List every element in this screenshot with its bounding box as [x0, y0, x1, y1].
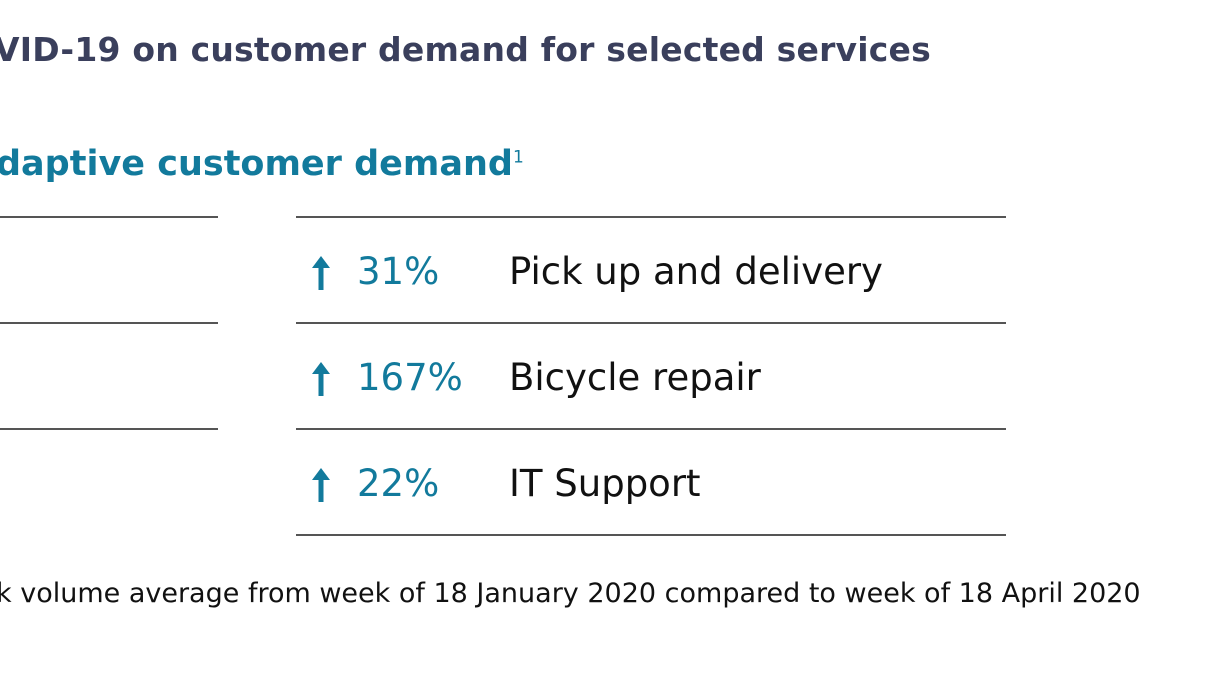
service-label: Pick up and delivery: [509, 250, 883, 293]
chart-title: VID-19 on customer demand for selected s…: [0, 30, 931, 69]
section-subtitle: daptive customer demand1: [0, 144, 524, 184]
left-column-rule: [0, 322, 218, 324]
arrow-up-icon: [312, 468, 330, 502]
arrow-up-icon: [312, 256, 330, 290]
subtitle-text: daptive customer demand: [0, 144, 513, 184]
change-value: 31%: [357, 250, 440, 293]
table-row: 31% Pick up and delivery: [296, 218, 1006, 324]
row-divider: [296, 428, 1006, 430]
footnote-mark: 1: [512, 147, 524, 168]
left-column-top-rule: [0, 216, 218, 218]
table-row: 167% Bicycle repair: [296, 324, 1006, 430]
table-row: 22% IT Support: [296, 430, 1006, 536]
change-value: 22%: [357, 462, 440, 505]
table-top-rule: [296, 216, 1006, 218]
table-bottom-rule: [296, 534, 1006, 536]
arrow-up-icon: [312, 362, 330, 396]
change-value: 167%: [357, 356, 463, 399]
left-column-rule: [0, 428, 218, 430]
row-divider: [296, 322, 1006, 324]
service-label: Bicycle repair: [509, 356, 761, 399]
service-label: IT Support: [509, 462, 701, 505]
footnote: k volume average from week of 18 January…: [0, 578, 1141, 609]
